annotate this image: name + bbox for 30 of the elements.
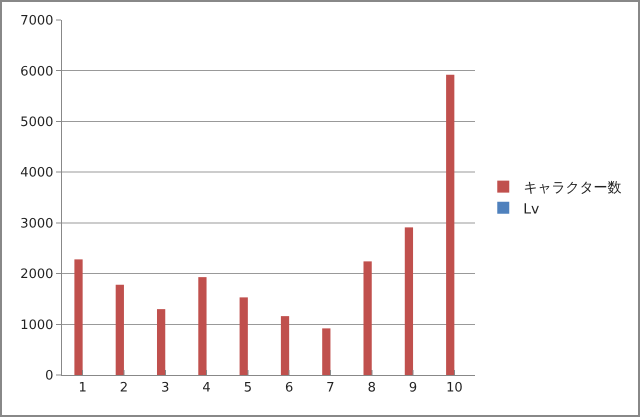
- y-tick-label: 0: [45, 368, 54, 384]
- bar: [280, 316, 290, 375]
- legend-label: キャラクター数: [523, 180, 622, 196]
- bar: [446, 74, 454, 375]
- x-tick-label: 6: [285, 380, 294, 396]
- y-tick-label: 4000: [20, 166, 54, 181]
- y-tick-label: 1000: [20, 318, 54, 333]
- x-tick-label: 7: [326, 380, 335, 396]
- y-tick-label: 2000: [20, 267, 54, 282]
- x-tick-label: 8: [368, 380, 376, 396]
- bar: [198, 277, 207, 375]
- x-tick-label: 1: [78, 380, 87, 396]
- legend-label: Lv: [523, 201, 540, 218]
- bar: [156, 309, 166, 375]
- bar: [74, 259, 83, 375]
- x-tick-label: 10: [446, 380, 463, 396]
- bar: [116, 284, 124, 375]
- bar: [322, 328, 330, 375]
- y-tick-label: 5000: [20, 114, 54, 130]
- bar: [240, 297, 248, 375]
- y-tick-label: 3000: [20, 216, 54, 232]
- x-tick-label: 9: [408, 380, 418, 396]
- x-tick-label: 3: [161, 380, 170, 396]
- bar: [404, 227, 414, 375]
- x-tick-label: 2: [120, 380, 128, 396]
- x-tick-label: 4: [202, 380, 211, 396]
- x-tick-label: 5: [244, 380, 252, 396]
- bar: [363, 261, 372, 375]
- y-tick-label: 6000: [20, 64, 54, 80]
- y-tick-label: 7000: [20, 14, 54, 29]
